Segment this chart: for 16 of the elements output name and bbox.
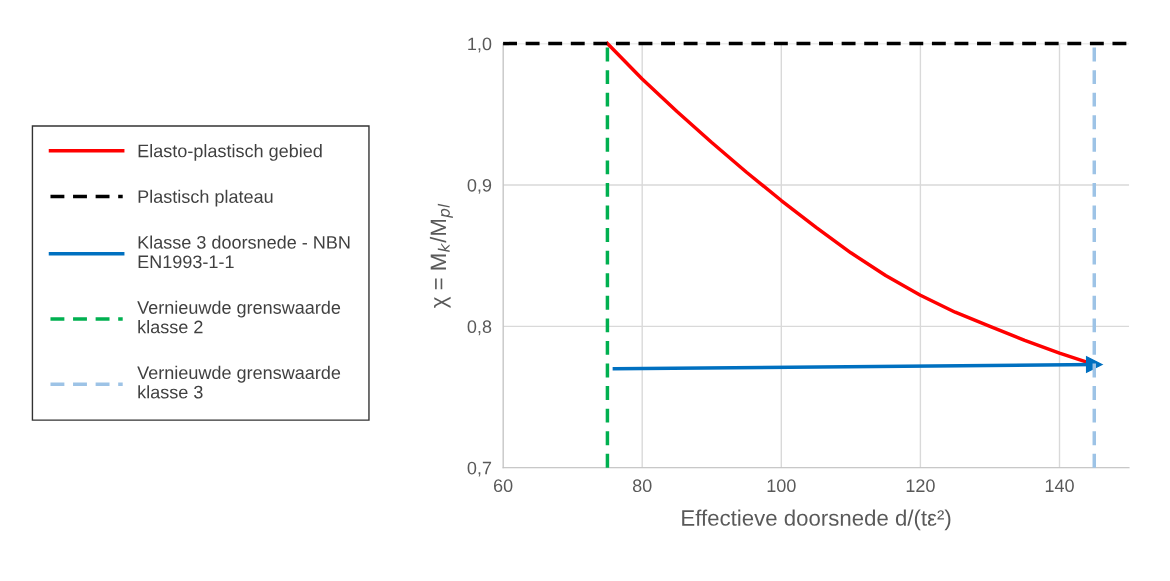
x-tick-label: 60: [493, 479, 513, 493]
y-tick-label: 0,8: [467, 320, 492, 336]
y-tick-label: 1,0: [468, 37, 492, 53]
legend-label: Vernieuwde grenswaarde klasse 2: [137, 300, 341, 334]
legend-label: Plastisch plateau: [138, 189, 273, 207]
x-axis-title: Effectieve doorsnede d/(tε²): [682, 509, 951, 531]
legend-label: Klasse 3 doorsnede - NBN EN1993-1-1: [138, 235, 350, 269]
legend-label: Vernieuwde grenswaarde klasse 3: [137, 365, 341, 399]
y-axis-title: χ = M$_{k}$/M$_{pl}$: [429, 203, 453, 308]
x-tick-label: 80: [632, 479, 652, 493]
legend-label: Elasto-plastisch gebied: [138, 144, 322, 161]
x-tick-label: 100: [767, 479, 796, 493]
x-tick-label: 120: [906, 479, 935, 493]
y-tick-label: 0,7: [467, 461, 492, 477]
x-tick-label: 140: [1045, 479, 1074, 493]
y-tick-label: 0,9: [467, 178, 492, 194]
